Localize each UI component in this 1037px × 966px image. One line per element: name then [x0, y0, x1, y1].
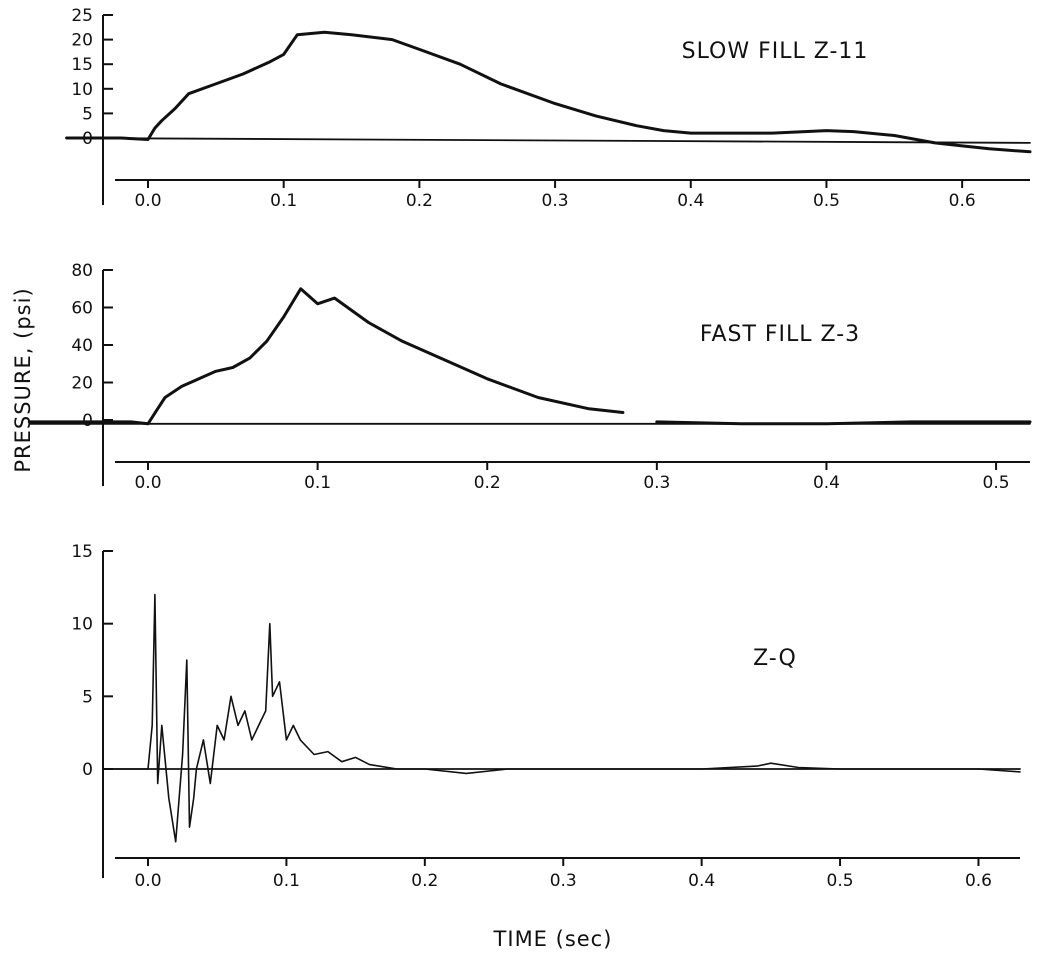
x-tick-label: 0.3 — [643, 473, 670, 493]
y-tick-label: 10 — [71, 80, 93, 100]
baseline-trace — [65, 137, 1031, 144]
x-tick-label: 0.1 — [270, 191, 297, 211]
y-tick-label: 20 — [71, 374, 93, 394]
x-tick-label: 0.2 — [406, 191, 433, 211]
x-tick-label: 0.6 — [949, 191, 976, 211]
panel-label: FAST FILL Z-3 — [700, 322, 860, 347]
x-tick-label: 0.0 — [134, 191, 161, 211]
y-tick-label: 25 — [71, 6, 93, 26]
x-tick-label: 0.1 — [273, 871, 300, 891]
y-tick-label: 5 — [82, 104, 93, 124]
x-tick-label: 0.1 — [304, 473, 331, 493]
x-tick-label: 0.5 — [813, 191, 840, 211]
x-tick-label: 0.5 — [827, 871, 854, 891]
y-tick-label: 5 — [82, 687, 93, 707]
x-tick-label: 0.4 — [677, 191, 704, 211]
pressure-trace — [27, 287, 625, 426]
y-tick-label: 80 — [71, 261, 93, 281]
x-tick-label: 0.3 — [542, 191, 569, 211]
x-tick-label: 0.2 — [474, 473, 501, 493]
y-tick-label: 40 — [71, 336, 93, 356]
pressure-trace — [105, 593, 1021, 843]
y-tick-label: 0 — [82, 760, 93, 780]
y-tick-label: 15 — [71, 542, 93, 562]
panel-label: Z-Q — [753, 646, 797, 671]
x-tick-label: 0.0 — [134, 473, 161, 493]
pressure-trace — [65, 30, 1032, 154]
y-tick-label: 15 — [71, 55, 93, 75]
x-tick-label: 0.2 — [411, 871, 438, 891]
y-tick-label: 10 — [71, 615, 93, 635]
y-tick-label: 60 — [71, 299, 93, 319]
x-tick-label: 0.0 — [134, 871, 161, 891]
x-axis-title: TIME (sec) — [493, 927, 613, 951]
panel-label: SLOW FILL Z-11 — [682, 39, 869, 64]
y-tick-label: 20 — [71, 31, 93, 51]
x-tick-label: 0.6 — [965, 871, 992, 891]
x-tick-label: 0.4 — [813, 473, 840, 493]
panels-layer: 0 5 10 15 20 25 0.0 0.1 0.2 0.3 0.4 0.5 0.6 SLOW FILL… — [27, 6, 1032, 891]
y-axis-title: PRESSURE, (psi) — [11, 287, 35, 472]
x-tick-label: 0.3 — [550, 871, 577, 891]
x-tick-label: 0.5 — [983, 473, 1010, 493]
x-tick-label: 0.4 — [688, 871, 715, 891]
panel-3: 0 5 10 15 0.0 0.1 0.2 0.3 0.4 0.5 0.6 Z-Q — [71, 542, 1021, 891]
